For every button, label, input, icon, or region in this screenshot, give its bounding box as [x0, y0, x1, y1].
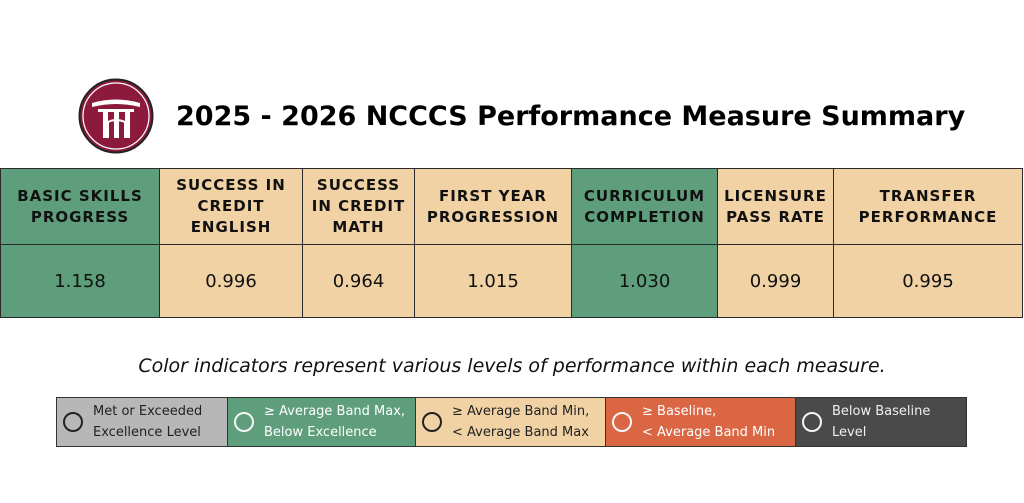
color-indicator-caption: Color indicators represent various level…	[138, 355, 886, 377]
legend-line: ≥ Average Band Min,	[452, 404, 590, 419]
measure-value-licensure-pass-rate: 0.999	[717, 244, 834, 318]
circle-icon	[63, 412, 83, 432]
measure-value-first-year-progression: 1.015	[414, 244, 572, 318]
measure-header-licensure-pass-rate: LICENSURE PASS RATE	[717, 168, 834, 245]
legend-item-baseline: ≥ Baseline, < Average Band Min	[606, 398, 796, 446]
legend-line: ≥ Average Band Max,	[264, 404, 406, 419]
measure-value-curriculum-completion: 1.030	[571, 244, 718, 318]
page-title: 2025 - 2026 NCCCS Performance Measure Su…	[176, 100, 966, 132]
measure-value-credit-math: 0.964	[302, 244, 415, 318]
measure-value-row: 1.158 0.996 0.964 1.015 1.030 0.999 0.99…	[0, 244, 1023, 318]
measure-value-credit-english: 0.996	[159, 244, 303, 318]
measure-header-row: BASIC SKILLS PROGRESS SUCCESS IN CREDIT …	[0, 168, 1023, 245]
measure-header-credit-math: SUCCESS IN CREDIT MATH	[302, 168, 415, 245]
color-legend: Met or Exceeded Excellence Level ≥ Avera…	[56, 397, 967, 447]
measure-header-basic-skills: BASIC SKILLS PROGRESS	[0, 168, 160, 245]
legend-item-average-band: ≥ Average Band Min, < Average Band Max	[416, 398, 606, 446]
legend-line: Excellence Level	[93, 425, 201, 440]
legend-line: < Average Band Min	[642, 425, 776, 440]
legend-line: Level	[832, 425, 867, 440]
circle-icon	[422, 412, 442, 432]
legend-line: Met or Exceeded	[93, 404, 203, 419]
measure-value-transfer-performance: 0.995	[833, 244, 1023, 318]
performance-measures-table: BASIC SKILLS PROGRESS SUCCESS IN CREDIT …	[0, 168, 1023, 318]
legend-line: Below Excellence	[264, 425, 377, 440]
legend-line: ≥ Baseline,	[642, 404, 717, 419]
measure-header-curriculum-completion: CURRICULUM COMPLETION	[571, 168, 718, 245]
legend-item-excellence: Met or Exceeded Excellence Level	[57, 398, 228, 446]
circle-icon	[612, 412, 632, 432]
legend-item-above-average-band-max: ≥ Average Band Max, Below Excellence	[228, 398, 416, 446]
ncccs-logo-icon	[78, 78, 154, 154]
measure-header-credit-english: SUCCESS IN CREDIT ENGLISH	[159, 168, 303, 245]
measure-header-transfer-performance: TRANSFER PERFORMANCE	[833, 168, 1023, 245]
legend-line: < Average Band Max	[452, 425, 589, 440]
circle-icon	[802, 412, 822, 432]
legend-line: Below Baseline	[832, 404, 931, 419]
measure-value-basic-skills: 1.158	[0, 244, 160, 318]
circle-icon	[234, 412, 254, 432]
measure-header-first-year-progression: FIRST YEAR PROGRESSION	[414, 168, 572, 245]
page-header: 2025 - 2026 NCCCS Performance Measure Su…	[78, 78, 965, 154]
legend-item-below-baseline: Below Baseline Level	[796, 398, 966, 446]
